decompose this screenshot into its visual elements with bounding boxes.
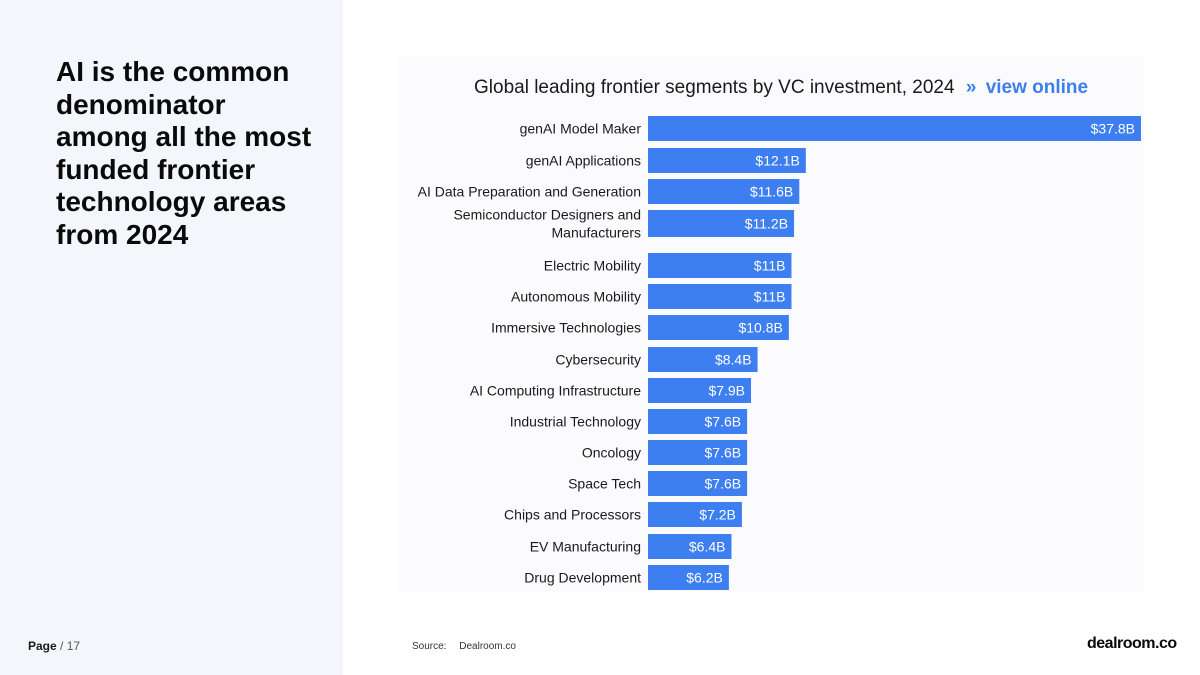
category-label: Autonomous Mobility [511, 289, 641, 305]
bar-1 [648, 148, 806, 173]
category-label: Electric Mobility [544, 258, 641, 274]
bar-value-label: $11B [754, 289, 786, 305]
bar-6 [648, 315, 789, 340]
source-value: Dealroom.co [459, 641, 516, 652]
bar-value-label: $8.4B [715, 352, 752, 368]
chevron-double-right-icon: » [965, 77, 977, 98]
category-label: Chips and Processors [504, 507, 641, 523]
source-note: Source: Dealroom.co [412, 641, 516, 652]
bar-value-label: $7.6B [705, 476, 742, 492]
bar-14 [648, 565, 729, 590]
bar-value-label: $7.9B [708, 383, 745, 399]
category-label: EV Manufacturing [530, 539, 641, 555]
bar-3 [648, 210, 795, 237]
category-label: Space Tech [568, 476, 641, 492]
category-label: Immersive Technologies [491, 320, 641, 336]
chart-title: Global leading frontier segments by VC i… [474, 77, 1088, 99]
bar-value-label: $12.1B [755, 153, 799, 169]
bar-0 [648, 116, 1141, 141]
category-label: AI Data Preparation and Generation [418, 184, 641, 200]
bar-13 [648, 534, 732, 559]
page-label: Page [28, 639, 57, 653]
bar-value-label: $7.6B [705, 414, 742, 430]
bar-4 [648, 253, 792, 278]
bar-value-label: $7.2B [699, 507, 736, 523]
source-label: Source: [412, 641, 447, 652]
bar-value-label: $37.8B [1091, 121, 1135, 137]
bar-value-label: $7.6B [705, 445, 742, 461]
category-label: genAI Applications [526, 153, 641, 169]
category-label: AI Computing Infrastructure [470, 383, 641, 399]
page-total: / 17 [60, 639, 81, 653]
category-label: Industrial Technology [510, 414, 641, 430]
category-label: Oncology [582, 445, 641, 461]
bar-value-label: $10.8B [738, 320, 782, 336]
bar-value-label: $11.6B [750, 184, 793, 200]
bar-2 [648, 179, 800, 204]
category-label: Semiconductor Designers and Manufacturers [453, 207, 641, 241]
bar-5 [648, 284, 792, 309]
bar-value-label: $11.2B [745, 216, 788, 232]
page-headline: AI is the common denominator among all t… [56, 56, 312, 250]
bar-7 [648, 347, 758, 372]
bar-8 [648, 378, 752, 403]
category-label: Drug Development [524, 570, 641, 586]
bar-10 [648, 440, 748, 465]
page-indicator: Page / 17 [28, 639, 80, 653]
bar-value-label: $11B [754, 258, 786, 274]
bar-12 [648, 502, 742, 527]
view-online-link[interactable]: view online [985, 77, 1089, 98]
bar-value-label: $6.4B [689, 539, 726, 555]
bar-value-label: $6.2B [686, 570, 723, 586]
left-panel [0, 0, 343, 675]
bar-9 [648, 409, 748, 434]
chart-title-text: Global leading frontier segments by VC i… [474, 77, 955, 98]
bar-11 [648, 471, 748, 496]
category-label: genAI Model Maker [520, 121, 642, 137]
category-label: Cybersecurity [555, 352, 641, 368]
dealroom-logo: dealroom.co [1087, 635, 1177, 652]
